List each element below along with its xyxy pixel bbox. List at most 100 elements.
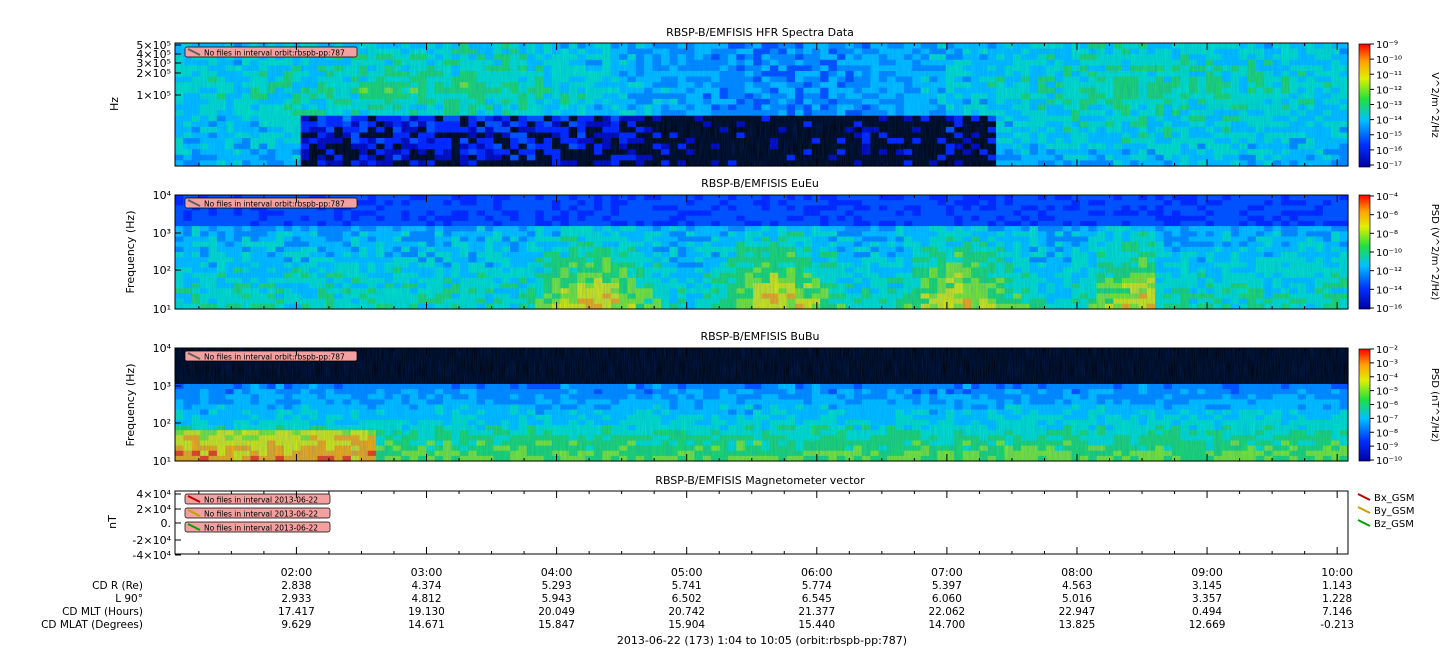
panel-title-mag: RBSP-B/EMFISIS Magnetometer vector <box>655 474 865 487</box>
legend-line-icon <box>1357 493 1371 501</box>
colorbar-tick-label: 10⁻⁹ <box>1376 442 1398 453</box>
colorbar-tick-label: 10⁻¹⁶ <box>1376 146 1402 157</box>
ephemeris-value: 4.563 <box>1062 580 1092 592</box>
colorbar-tick-label: 10⁻¹⁰ <box>1376 456 1402 467</box>
heatmap-noise <box>175 43 1348 166</box>
ephemeris-row-label: L 90° <box>115 593 143 605</box>
ephemeris-value: 20.742 <box>668 606 705 618</box>
mag-notice-By_GSM: No files in interval 2013-06-22 <box>184 507 331 519</box>
colorbar-tick-label: 10⁻¹⁶ <box>1376 304 1402 315</box>
bubu-spectrogram <box>175 348 1349 462</box>
colorbar-tick-label: 10⁻¹⁴ <box>1376 116 1402 127</box>
eueu-notice-text: No files in interval orbit:rbspb-pp:787 <box>204 200 345 209</box>
eueu-y-label: Frequency (Hz) <box>124 211 137 294</box>
mag-notice-text: No files in interval 2013-06-22 <box>204 510 318 519</box>
ephemeris-value: 3.357 <box>1192 593 1222 605</box>
ephemeris-value: 5.943 <box>542 593 572 605</box>
y-tick-label: 10⁴ <box>153 342 172 355</box>
eueu-spectrogram <box>175 195 1349 310</box>
y-tick-label: 2×10⁵ <box>136 67 171 80</box>
colorbar-tick-label: 10⁻¹³ <box>1376 101 1402 112</box>
hfr-frame <box>174 42 1349 167</box>
y-tick-label: 10³ <box>153 227 171 240</box>
ephemeris-value: 5.397 <box>932 580 962 592</box>
x-tick-label: 07:00 <box>931 566 963 579</box>
legend-entry-By_GSM: By_GSM <box>1357 506 1415 517</box>
colorbar-tick-label: 10⁻¹⁷ <box>1376 161 1402 172</box>
bubu-notice-text: No files in interval orbit:rbspb-pp:787 <box>204 353 345 362</box>
panel-title-hfr: RBSP-B/EMFISIS HFR Spectra Data <box>666 26 854 39</box>
heatmap-noise <box>175 195 1348 309</box>
heatmap-noise <box>175 348 1348 461</box>
notice-line-icon <box>187 199 201 207</box>
ephemeris-value: 5.774 <box>802 580 832 592</box>
colorbar-tick-label: 10⁻¹⁰ <box>1376 55 1402 66</box>
ephemeris-value: -0.213 <box>1320 619 1354 631</box>
x-axis-ticks: 02:00 03:00 04:00 05:00 06:00 07:00 08:00 09:00… <box>198 43 1353 579</box>
ephemeris-value: 6.502 <box>672 593 702 605</box>
bubu-no-files-notice: No files in interval orbit:rbspb-pp:787 <box>184 350 358 362</box>
y-tick-label: 10³ <box>153 380 171 393</box>
ephemeris-value: 15.847 <box>538 619 575 631</box>
bubu-colorbar <box>1358 348 1371 462</box>
ephemeris-value: 12.669 <box>1189 619 1226 631</box>
eueu-colorbar-label: PSD (V^2/m^2/Hz) <box>1429 204 1440 301</box>
y-tick-label: 10² <box>153 264 171 277</box>
y-tick-label: 1×10⁵ <box>136 89 171 102</box>
y-tick-label: 4×10⁴ <box>136 488 171 501</box>
hfr-y-label: Hz <box>108 97 121 111</box>
y-tick-label: -4×10⁴ <box>132 549 171 562</box>
ephemeris-value: 5.741 <box>672 580 702 592</box>
mag-legend: Bx_GSM By_GSM Bz_GSM <box>1357 493 1415 530</box>
bubu-colorbar-label: PSD (nT^2/Hz) <box>1429 368 1440 442</box>
colorbar-tick-label: 10⁻² <box>1376 345 1398 356</box>
ephemeris-value: 21.377 <box>798 606 835 618</box>
ephemeris-row-label: CD R (Re) <box>92 580 143 592</box>
eueu-panel: RBSP-B/EMFISIS EuEu 10⁴ 10³ 10² 10¹ Frequen… <box>124 177 1440 316</box>
ephemeris-value: 14.671 <box>408 619 445 631</box>
ephemeris-value: 15.904 <box>668 619 705 631</box>
bubu-panel: RBSP-B/EMFISIS BuBu 10⁴ 10³ 10² 10¹ Frequen… <box>124 330 1440 468</box>
magnetometer-panel: RBSP-B/EMFISIS Magnetometer vector 4×10⁴… <box>106 474 1415 562</box>
y-tick-label: 10¹ <box>153 455 171 468</box>
panel-title-bubu: RBSP-B/EMFISIS BuBu <box>701 330 820 343</box>
colorbar-tick-label: 10⁻¹² <box>1376 85 1402 96</box>
legend-label: By_GSM <box>1374 506 1415 517</box>
colorbar-tick-label: 10⁻⁸ <box>1376 229 1398 240</box>
x-tick-label: 04:00 <box>541 566 573 579</box>
x-tick-label: 02:00 <box>281 566 313 579</box>
mag-notices: No files in interval 2013-06-22 No files … <box>184 493 331 533</box>
colorbar-tick-label: 10⁻¹² <box>1376 267 1402 278</box>
hfr-colorbar-label: V^2/m^2/Hz <box>1429 72 1440 138</box>
y-tick-label: 10¹ <box>153 303 171 316</box>
x-tick-label: 06:00 <box>801 566 833 579</box>
colorbar-tick-label: 10⁻⁹ <box>1376 40 1398 51</box>
mag-frame <box>174 490 1349 555</box>
colorbar-tick-label: 10⁻⁷ <box>1376 414 1398 425</box>
legend-label: Bz_GSM <box>1374 519 1414 530</box>
ephemeris-value: 2.838 <box>281 580 311 592</box>
mag-notice-Bz_GSM: No files in interval 2013-06-22 <box>184 521 331 533</box>
ephemeris-value: 4.812 <box>411 593 441 605</box>
x-tick-label: 05:00 <box>671 566 703 579</box>
ephemeris-value: 14.700 <box>929 619 966 631</box>
ephemeris-value: 1.228 <box>1322 593 1352 605</box>
x-tick-label: 09:00 <box>1191 566 1223 579</box>
eueu-frame <box>174 194 1349 310</box>
colorbar-tick-label: 10⁻¹¹ <box>1376 70 1402 81</box>
mag-notice-text: No files in interval 2013-06-22 <box>204 496 318 505</box>
y-tick-label: 2×10⁴ <box>136 503 171 516</box>
ephemeris-value: 22.062 <box>929 606 966 618</box>
ephemeris-value: 1.143 <box>1322 580 1352 592</box>
x-tick-label: 10:00 <box>1321 566 1353 579</box>
legend-entry-Bz_GSM: Bz_GSM <box>1357 519 1414 530</box>
eueu-colorbar-ticks: 10⁻⁴ 10⁻⁶ 10⁻⁸ 10⁻¹⁰ 10⁻¹² 10⁻¹⁴ 10⁻¹⁶ <box>1370 192 1402 315</box>
notice-line-icon <box>187 509 201 517</box>
hfr-no-files-notice: No files in interval orbit:rbspb-pp:787 <box>184 46 358 58</box>
colorbar-tick-label: 10⁻⁶ <box>1376 211 1398 222</box>
ephemeris-value: 0.494 <box>1192 606 1222 618</box>
legend-label: Bx_GSM <box>1374 493 1415 504</box>
eueu-y-ticks: 10⁴ 10³ 10² 10¹ <box>153 189 181 316</box>
